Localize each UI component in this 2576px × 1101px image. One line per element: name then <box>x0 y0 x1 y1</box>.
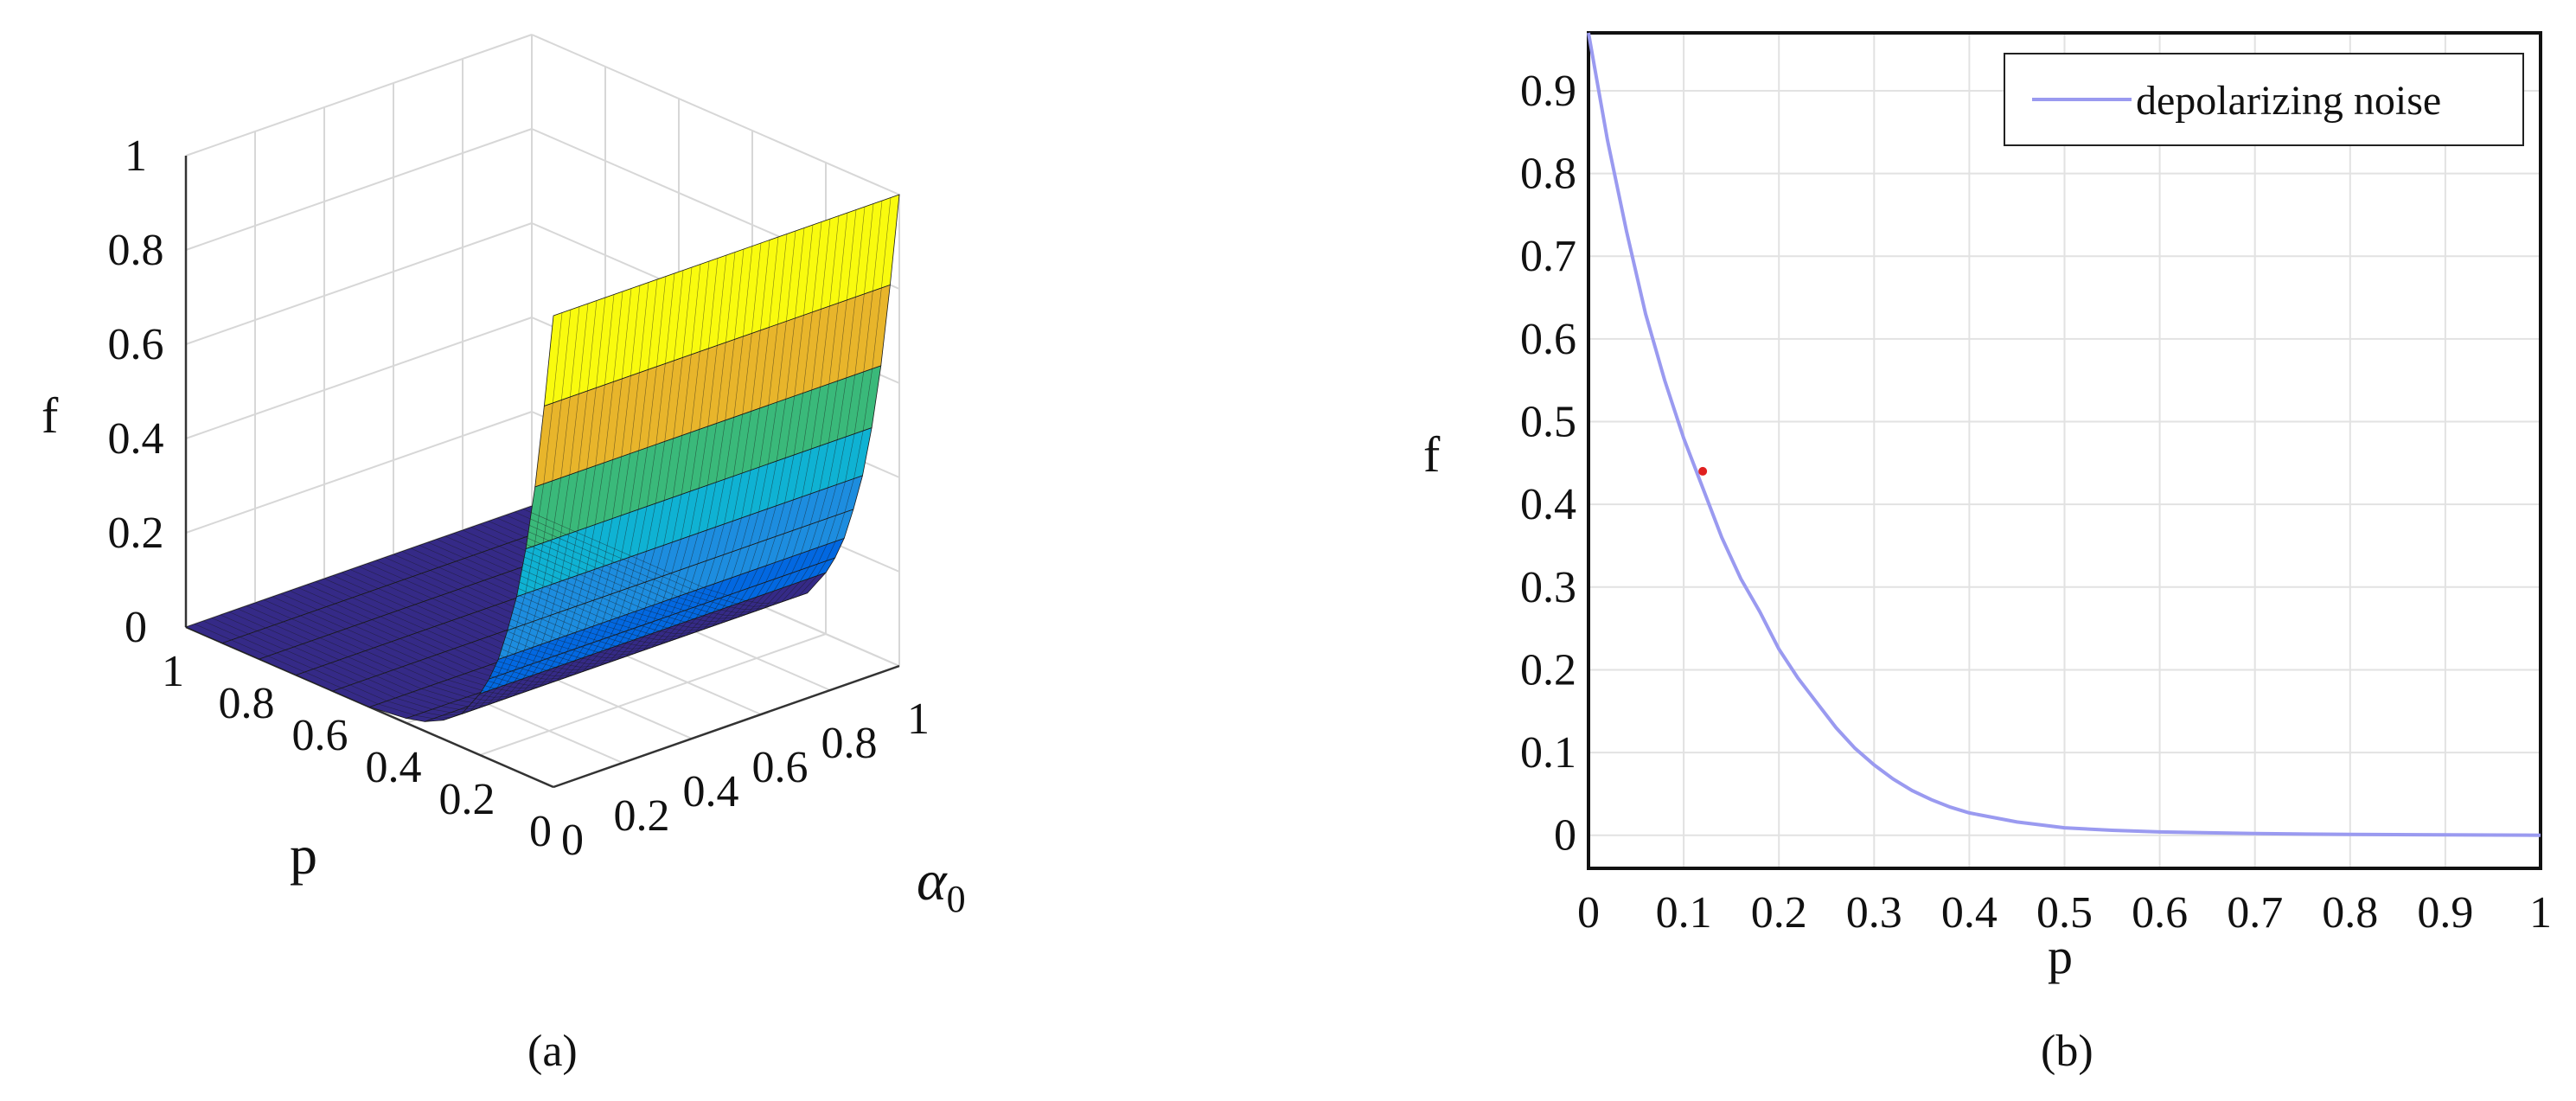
x-tick-label: 1 <box>2529 888 2552 938</box>
y-tick-label: 0.9 <box>1520 67 1576 116</box>
legend: depolarizing noise <box>2004 53 2524 146</box>
x-tick-label: 0.6 <box>2132 888 2188 938</box>
caption-a: (a) <box>527 1027 578 1076</box>
caption-b: (b) <box>2041 1027 2093 1076</box>
y-tick-label: 0.6 <box>1520 315 1576 364</box>
y-tick-label: 0.8 <box>1520 150 1576 199</box>
x-tick-label: 0.4 <box>1941 888 1998 938</box>
back-wall-grid-line <box>185 222 533 345</box>
back-wall-grid-line <box>185 411 533 534</box>
surface-y-label-sub: 0 <box>947 878 966 920</box>
y-tick-label: 0.7 <box>1520 232 1576 281</box>
x-tick-label: 0.9 <box>2417 888 2473 938</box>
z-tick-label: 0.4 <box>108 414 164 464</box>
surface-mesh <box>184 194 900 722</box>
marker-point <box>1698 466 1708 476</box>
x-tick-label: 0.2 <box>1751 888 1807 938</box>
line-grid <box>1587 31 2542 870</box>
x-tick-label: 0.3 <box>1846 888 1902 938</box>
line-x-label: p <box>2048 928 2073 984</box>
x-tick-label: 0.1 <box>1656 888 1712 938</box>
y-tick-label: 0 <box>1554 811 1576 861</box>
x-tick-label: 0.7 <box>2227 888 2283 938</box>
y-tick-label: 0.4 <box>1520 480 1576 529</box>
z-tick-label: 0.2 <box>108 509 164 558</box>
z-tick-label: 0 <box>125 603 147 652</box>
p-tick-label: 0 <box>529 807 552 856</box>
p-tick-label: 0.2 <box>439 775 495 824</box>
surface-x-label: p <box>290 824 317 886</box>
line-y-label: f <box>1423 426 1441 483</box>
z-tick-label: 0.8 <box>108 226 164 275</box>
alpha-tick-label: 0 <box>561 816 584 865</box>
back-wall-grid-line <box>185 128 533 251</box>
alpha-tick-label: 0.6 <box>752 743 809 792</box>
p-tick-label: 0.8 <box>219 679 275 728</box>
z-tick-label: 1 <box>125 131 147 181</box>
surface-y-label-main: α <box>917 849 948 912</box>
x-tick-label: 0.8 <box>2322 888 2378 938</box>
y-tick-label: 0.1 <box>1520 728 1576 778</box>
line-plot-b: 0 0.1 0.2 0.3 0.4 0.5 0.6 0.7 0.8 0.9 1 0 0.1 0.2 0.3 0… <box>1423 31 2552 1076</box>
surface-mesh-line <box>522 197 892 605</box>
x-tick-label: 0.5 <box>2036 888 2093 938</box>
alpha-tick-label: 1 <box>907 695 930 744</box>
back-wall-grid-line <box>185 34 533 157</box>
alpha-tick-label: 0.2 <box>614 791 670 841</box>
alpha-tick-label: 0.4 <box>683 767 739 816</box>
alpha-tick-label: 0.8 <box>821 719 878 768</box>
line-tick-labels: 0 0.1 0.2 0.3 0.4 0.5 0.6 0.7 0.8 0.9 1 0 0.1 0.2 0.3 0… <box>1520 67 2552 938</box>
legend-label: depolarizing noise <box>2136 78 2441 124</box>
line-series <box>1587 32 2541 837</box>
p-tick-label: 1 <box>162 647 184 696</box>
surface-y-label: α0 <box>917 849 966 920</box>
surface-z-label: f <box>42 387 59 444</box>
back-wall-grid-line <box>185 317 533 439</box>
y-tick-label: 0.5 <box>1520 398 1576 447</box>
z-tick-label: 0.6 <box>108 320 164 369</box>
plot-frame <box>1587 31 2542 870</box>
x-tick-label: 0 <box>1577 888 1600 938</box>
series-line-depolarizing-noise <box>1587 32 2541 837</box>
p-tick-label: 0.4 <box>366 743 422 792</box>
y-tick-label: 0.2 <box>1520 645 1576 695</box>
side-wall-grid-line <box>531 34 900 195</box>
alpha-axis-line <box>553 664 900 789</box>
y-tick-label: 0.3 <box>1520 563 1576 612</box>
floor-grid-line <box>479 633 827 756</box>
p-tick-label: 0.6 <box>292 711 348 760</box>
